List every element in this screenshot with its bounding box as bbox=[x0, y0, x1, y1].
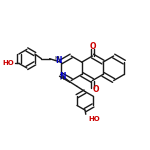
Text: H: H bbox=[54, 56, 59, 61]
Text: HO: HO bbox=[3, 60, 15, 66]
Text: HO: HO bbox=[89, 116, 100, 122]
Text: H: H bbox=[59, 76, 64, 81]
Text: O: O bbox=[90, 42, 96, 51]
Text: O: O bbox=[92, 85, 99, 94]
Text: N: N bbox=[59, 72, 66, 81]
Text: N: N bbox=[56, 56, 62, 64]
